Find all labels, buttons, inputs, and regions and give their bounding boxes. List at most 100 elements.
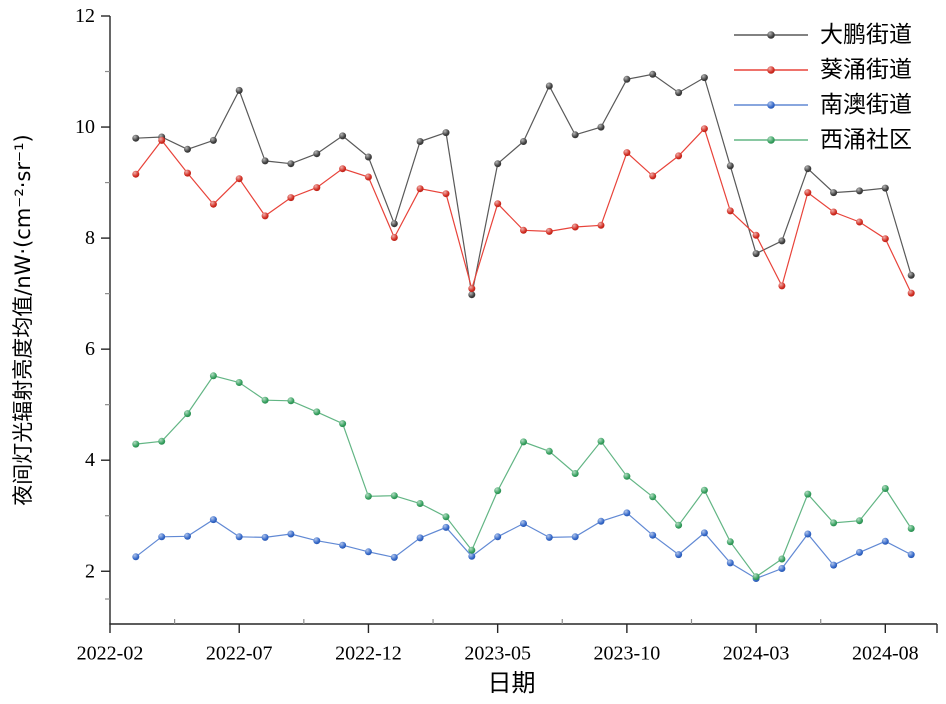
data-point bbox=[416, 500, 424, 507]
legend-item: 西涌社区 bbox=[734, 127, 912, 153]
data-point bbox=[675, 89, 683, 97]
legend-label: 西涌社区 bbox=[820, 127, 912, 153]
data-point bbox=[623, 149, 631, 157]
x-ticks: 2022-02 2022-07 2022-12 2023-05 2023-10 2024-… bbox=[77, 619, 938, 665]
data-point bbox=[209, 136, 217, 144]
data-point bbox=[364, 153, 372, 161]
y-tick-label: 2 bbox=[85, 560, 95, 582]
data-point bbox=[390, 220, 398, 228]
data-point bbox=[545, 533, 553, 541]
data-point bbox=[520, 226, 527, 234]
axes bbox=[109, 16, 937, 625]
data-point bbox=[339, 541, 347, 549]
data-point bbox=[184, 410, 191, 418]
data-point bbox=[494, 160, 502, 168]
data-point bbox=[158, 136, 166, 144]
data-point bbox=[287, 530, 295, 538]
data-point bbox=[907, 525, 915, 532]
legend-marker bbox=[767, 101, 775, 109]
data-point bbox=[649, 172, 657, 180]
data-point bbox=[390, 234, 398, 241]
data-point bbox=[881, 235, 889, 243]
data-point bbox=[390, 492, 398, 500]
data-point bbox=[623, 75, 631, 83]
x-tick-label: 2023-10 bbox=[594, 643, 661, 665]
data-point bbox=[649, 70, 657, 78]
data-point bbox=[726, 207, 734, 215]
data-point bbox=[907, 551, 915, 559]
data-point bbox=[623, 472, 631, 480]
data-point bbox=[700, 74, 708, 82]
data-point bbox=[261, 533, 269, 541]
data-point bbox=[158, 437, 166, 445]
data-point bbox=[597, 221, 605, 229]
x-tick-label: 2022-02 bbox=[77, 643, 144, 665]
data-point bbox=[287, 397, 295, 405]
data-point bbox=[442, 129, 450, 137]
y-axis-title: 夜间灯光辐射亮度均值/nW·(cm⁻²·sr⁻¹) bbox=[11, 134, 35, 505]
data-point bbox=[907, 289, 915, 297]
y-tick-label: 6 bbox=[85, 338, 95, 360]
data-point bbox=[804, 165, 812, 173]
data-point bbox=[235, 86, 243, 94]
y-tick-label: 12 bbox=[75, 5, 95, 27]
data-point bbox=[313, 184, 321, 192]
data-point bbox=[235, 379, 243, 386]
data-point bbox=[416, 138, 424, 145]
data-point bbox=[649, 531, 657, 539]
data-point bbox=[158, 533, 166, 541]
data-point bbox=[184, 145, 191, 153]
data-point bbox=[132, 134, 140, 142]
data-point bbox=[209, 200, 217, 208]
legend-item: 葵涌街道 bbox=[734, 57, 912, 83]
data-point bbox=[726, 162, 734, 170]
data-point bbox=[494, 487, 502, 495]
data-point bbox=[675, 152, 683, 160]
legend-marker bbox=[767, 66, 775, 74]
legend-label: 大鹏街道 bbox=[820, 22, 912, 48]
y-tick-label: 4 bbox=[85, 449, 95, 471]
legend-item: 大鹏街道 bbox=[734, 22, 912, 48]
data-point bbox=[881, 184, 889, 192]
y-ticks: 2 4 6 8 10 12 bbox=[75, 5, 110, 600]
data-point bbox=[132, 440, 140, 448]
data-point bbox=[313, 408, 321, 416]
legend-label: 葵涌街道 bbox=[820, 57, 912, 83]
data-point bbox=[778, 555, 786, 563]
y-tick-label: 8 bbox=[85, 227, 95, 249]
data-point bbox=[597, 123, 605, 131]
legend-marker bbox=[767, 31, 775, 39]
series-line bbox=[135, 375, 912, 578]
data-point bbox=[752, 573, 760, 581]
data-point bbox=[545, 447, 553, 455]
data-point bbox=[261, 157, 269, 165]
data-point bbox=[468, 291, 476, 299]
data-point bbox=[209, 372, 217, 380]
data-point bbox=[287, 194, 295, 202]
data-point bbox=[209, 516, 217, 524]
data-point bbox=[804, 189, 812, 197]
data-point bbox=[545, 227, 553, 235]
data-point bbox=[649, 493, 657, 501]
data-point bbox=[261, 396, 269, 404]
data-point bbox=[804, 490, 812, 498]
data-point bbox=[520, 138, 527, 145]
data-point bbox=[416, 185, 424, 193]
data-point bbox=[700, 529, 708, 537]
data-point bbox=[520, 520, 527, 527]
data-point bbox=[623, 509, 631, 517]
data-point bbox=[468, 546, 476, 554]
data-point bbox=[468, 285, 476, 293]
data-point bbox=[442, 190, 450, 198]
data-point bbox=[881, 485, 889, 492]
data-point bbox=[597, 517, 605, 525]
data-point bbox=[830, 561, 838, 569]
data-point bbox=[571, 131, 579, 139]
data-point bbox=[364, 173, 372, 181]
data-point bbox=[881, 537, 889, 545]
data-point bbox=[235, 533, 243, 541]
data-point bbox=[778, 282, 786, 290]
data-point bbox=[339, 132, 347, 140]
